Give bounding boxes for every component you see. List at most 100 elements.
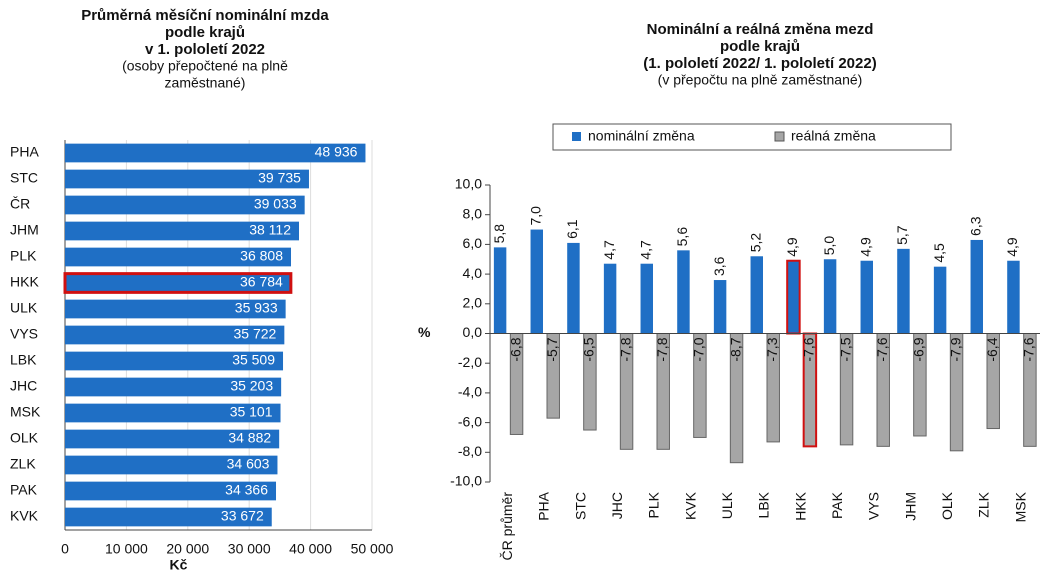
x-tick-label: STC [572,492,588,520]
bar [567,242,580,334]
chart-subtitle: (v přepočtu na plně zaměstnané) [658,72,863,88]
x-tick-label: LBK [756,491,772,518]
data-label: -7,8 [654,337,670,361]
bar [933,266,947,334]
x-tick-label: KVK [682,491,698,520]
data-label: 5,6 [674,227,690,247]
y-tick-label: LBK [10,352,37,368]
bar [677,250,690,334]
x-tick-label: PLK [646,491,662,518]
y-tick-label: JHM [10,222,39,238]
x-tick-label: 30 000 [228,541,271,557]
data-label: 34 882 [228,430,271,446]
x-tick-label: JHM [902,492,918,521]
y-tick-label: 2,0 [463,295,483,311]
y-tick-label: PLK [10,248,37,264]
y-tick-label: 0,0 [463,324,483,340]
data-label: 4,7 [637,240,653,260]
data-label: -7,9 [947,337,963,361]
x-tick-label: MSK [1012,491,1028,522]
bar [65,221,300,241]
x-tick-label: ČR průměr [499,492,515,561]
x-tick-label: 50 000 [351,541,394,557]
data-label: -5,7 [544,337,560,361]
x-tick-label: 40 000 [289,541,332,557]
data-label: 35 203 [230,378,273,394]
data-label: -7,6 [1021,337,1037,361]
bar [65,247,292,267]
y-tick-label: ZLK [10,456,36,472]
bar [530,229,543,334]
y-tick-label: PAK [10,482,38,498]
data-label: 5,2 [747,233,763,253]
data-label: 34 366 [225,482,268,498]
data-label: 39 033 [254,196,297,212]
data-label: -7,3 [764,337,780,361]
bar [65,377,282,397]
x-tick-label: 10 000 [105,541,148,557]
data-label: 4,9 [1004,237,1020,257]
data-label: 3,6 [711,256,727,276]
bar [750,256,763,334]
data-label: -7,5 [837,337,853,361]
legend-label: nominální změna [588,128,695,144]
bar [65,169,309,189]
bar [65,195,305,215]
bar [65,299,286,319]
data-label: 4,9 [784,237,800,257]
x-tick-label: 0 [61,541,69,557]
bar [65,481,277,501]
chart-title: (1. pololetí 2022/ 1. pololetí 2022) [643,55,876,72]
data-label: -7,6 [801,337,817,361]
data-label: 6,1 [564,219,580,239]
data-label: 38 112 [249,222,291,238]
chart-title: podle krajů [165,24,245,41]
chart-subtitle: zaměstnané) [165,75,246,91]
data-label: -7,6 [874,337,890,361]
y-tick-label: OLK [10,430,39,446]
chart-title: Nominální a reálná změna mezd [647,21,874,38]
y-tick-label: HKK [10,274,39,290]
x-tick-label: OLK [939,491,955,520]
data-label: 33 672 [221,508,264,524]
data-label: 35 509 [232,352,275,368]
x-tick-label: JHC [609,492,625,519]
legend-swatch [572,132,581,141]
bar [860,260,873,334]
bar [65,455,278,475]
y-tick-label: PHA [10,144,39,160]
bar [65,429,280,449]
bar [640,263,653,334]
data-label: 35 722 [234,326,277,342]
bar [65,351,284,371]
data-label: 4,7 [601,240,617,260]
data-label: 35 101 [230,404,273,420]
x-tick-label: PHA [536,491,552,520]
data-label: -6,4 [984,337,1000,361]
chart-title: v 1. pololetí 2022 [145,41,265,58]
bar [63,272,293,294]
y-tick-label: 4,0 [463,265,483,281]
bar [823,259,837,334]
data-label: 35 933 [235,300,278,316]
x-tick-label: VYS [866,492,882,520]
y-tick-label: ČR [10,196,30,212]
data-label: 36 784 [240,274,283,290]
bar [1007,260,1020,334]
x-axis-label: Kč [170,557,188,573]
legend-label: reálná změna [791,128,876,144]
data-label: -7,8 [617,337,633,361]
data-label: 5,8 [491,224,507,244]
y-tick-label: ULK [10,300,38,316]
data-label: 4,5 [931,243,947,263]
bar [970,239,983,334]
y-tick-label: 8,0 [463,205,483,221]
x-tick-label: HKK [792,491,808,520]
bar [713,280,727,334]
data-label: -6,9 [911,337,927,361]
y-tick-label: KVK [10,508,39,524]
y-tick-label: MSK [10,404,41,420]
y-tick-label: -8,0 [458,443,482,459]
y-axis-label: % [418,324,431,340]
